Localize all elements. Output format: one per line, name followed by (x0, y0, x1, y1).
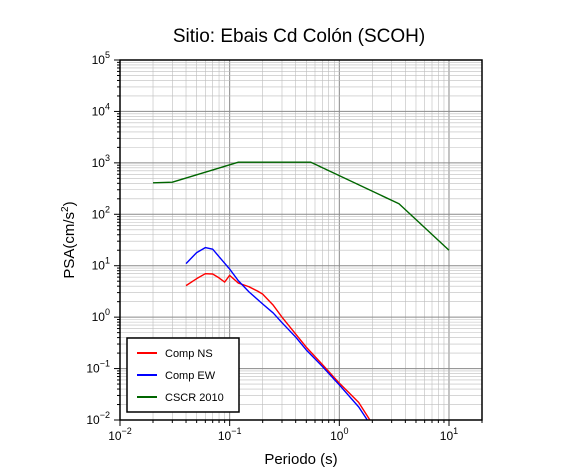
series-line-0 (185, 272, 371, 420)
legend: Comp NS Comp EW CSCR 2010 (126, 337, 240, 413)
y-tick-label: 10−2 (86, 410, 110, 427)
legend-label: Comp EW (165, 370, 216, 382)
x-axis-label: Periodo (s) (264, 451, 337, 468)
chart-title: Sitio: Ebais Cd Colón (SCOH) (173, 26, 425, 47)
x-tick-label: 10−2 (108, 426, 132, 443)
y-axis-label-prefix: PSA(cm/s (61, 212, 78, 279)
x-tick-label: 100 (330, 426, 348, 443)
series-layer (152, 161, 450, 420)
y-tick-label: 104 (92, 101, 110, 118)
y-tick-label: 101 (92, 256, 110, 273)
series-line-2 (152, 161, 450, 251)
y-axis-label-sup: 2 (60, 206, 71, 212)
y-axis-label-suffix: ) (61, 201, 78, 206)
x-tick-label: 10−1 (218, 426, 242, 443)
y-tick-label: 103 (92, 153, 110, 170)
y-axis-label: PSA(cm/s2) (60, 201, 78, 278)
y-tick-label: 10−1 (86, 359, 110, 376)
plot-frame (119, 59, 483, 421)
y-tick-label: 100 (92, 307, 110, 324)
y-tick-label: 105 (92, 50, 110, 67)
x-tick-label: 101 (440, 426, 458, 443)
ticks: 10−2 10−1 100 101 10−2 10−1 100 101 102 103 104 105 (86, 50, 483, 443)
series-line-1 (185, 246, 368, 420)
y-tick-label: 102 (92, 204, 110, 221)
legend-label: CSCR 2010 (165, 392, 224, 404)
legend-label: Comp NS (165, 348, 213, 360)
grid (119, 59, 483, 421)
